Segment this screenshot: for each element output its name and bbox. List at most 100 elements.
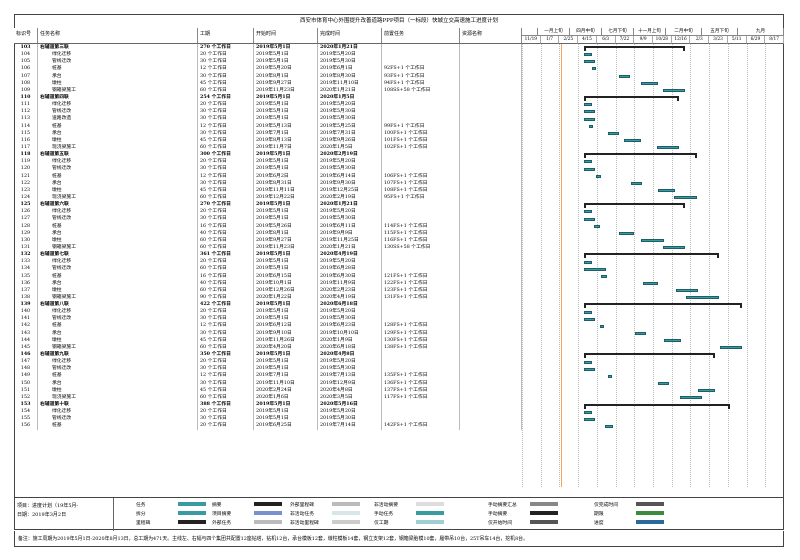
task-bar[interactable] xyxy=(584,317,596,321)
summary-bar[interactable] xyxy=(584,96,680,102)
table-row[interactable]: 155 管线迁改 30 个工作日 2019年5月1日 2019年5月30日 xyxy=(14,415,784,423)
table-row[interactable]: 116 墩柱 45 个工作日 2019年8月13日 2019年9月26日 101FS+1 … xyxy=(14,136,784,144)
col-header-id[interactable]: 标识号 xyxy=(14,28,38,44)
task-bar[interactable] xyxy=(584,167,596,171)
table-row[interactable]: 131 钢箱梁施工 60 个工作日 2019年11月23日 2020年1月21日 130S… xyxy=(14,243,784,252)
summary-bar[interactable] xyxy=(584,353,716,359)
table-row[interactable]: 153 右辅道第十联 388 个工作日 2019年5月1日 2020年5月16日 xyxy=(14,401,784,409)
table-row[interactable]: 136 承台 40 个工作日 2019年10月1日 2019年11月9日 122FS+1 … xyxy=(14,279,784,287)
task-bar[interactable] xyxy=(641,81,658,85)
table-row[interactable]: 120 管线迁改 30 个工作日 2019年5月1日 2019年5月30日 xyxy=(14,165,784,173)
table-row[interactable]: 156 桩基 20 个工作日 2019年6月25日 2019年7月14日 142FS+1 … xyxy=(14,422,784,430)
table-row[interactable]: 146 右辅道第九联 350 个工作日 2019年5月1日 2020年4月8日 xyxy=(14,351,784,359)
table-row[interactable]: 145 钢箱梁施工 60 个工作日 2020年4月20日 2020年6月18日 138FS… xyxy=(14,343,784,352)
table-row[interactable]: 106 桩基 12 个工作日 2019年5月20日 2019年6月1日 92FS+1 个工… xyxy=(14,65,784,73)
task-bar[interactable] xyxy=(607,131,619,135)
task-bar[interactable] xyxy=(593,224,600,228)
task-bar[interactable] xyxy=(641,239,664,243)
table-row[interactable]: 122 承台 30 个工作日 2019年8月31日 2019年9月30日 107FS+1 … xyxy=(14,179,784,187)
task-bar[interactable] xyxy=(662,246,686,250)
table-row[interactable]: 111 绿化迁移 20 个工作日 2019年5月1日 2019年5月20日 xyxy=(14,101,784,109)
table-row[interactable]: 125 右辅道第六联 270 个工作日 2019年5月1日 2020年1月21日 xyxy=(14,201,784,209)
summary-bar[interactable] xyxy=(584,253,720,259)
task-bar[interactable] xyxy=(584,160,592,164)
task-bar[interactable] xyxy=(584,103,592,107)
table-row[interactable]: 151 墩柱 45 个工作日 2020年2月24日 2020年4月8日 137FS+1 个… xyxy=(14,386,784,394)
table-row[interactable]: 152 现浇梁施工 60 个工作日 2020年1月6日 2020年3月5日 117FS+1… xyxy=(14,393,784,402)
table-row[interactable]: 115 承台 30 个工作日 2019年7月1日 2019年7月31日 100FS+1 个… xyxy=(14,129,784,137)
table-row[interactable]: 154 绿化迁移 20 个工作日 2019年5月1日 2019年5月20日 xyxy=(14,408,784,416)
table-row[interactable]: 124 现浇梁施工 60 个工作日 2019年12月22日 2020年2月19日 95FS… xyxy=(14,193,784,202)
table-row[interactable]: 134 管线迁改 60 个工作日 2019年5月1日 2019年6月28日 xyxy=(14,265,784,273)
task-bar[interactable] xyxy=(588,124,594,128)
table-row[interactable]: 117 现浇梁施工 60 个工作日 2019年11月7日 2020年1月5日 102FS+… xyxy=(14,143,784,152)
summary-bar[interactable] xyxy=(584,403,730,409)
task-bar[interactable] xyxy=(619,74,631,78)
table-row[interactable]: 126 绿化迁移 20 个工作日 2019年5月1日 2019年5月20日 xyxy=(14,208,784,216)
table-row[interactable]: 130 墩柱 60 个工作日 2019年9月27日 2019年11月25日 116FS+1… xyxy=(14,236,784,244)
table-row[interactable]: 139 右辅道第八联 422 个工作日 2019年5月1日 2020年6月18日 xyxy=(14,301,784,309)
task-bar[interactable] xyxy=(596,174,602,178)
task-bar[interactable] xyxy=(658,189,676,192)
task-bar[interactable] xyxy=(584,267,607,271)
table-row[interactable]: 149 桩基 12 个工作日 2019年7月1日 2019年7月13日 135FS+1 个… xyxy=(14,372,784,380)
table-row[interactable]: 128 桩基 16 个工作日 2019年5月26日 2019年6月11日 114FS+1 … xyxy=(14,222,784,230)
table-row[interactable]: 110 右辅道第四联 254 个工作日 2019年5月1日 2020年1月5日 xyxy=(14,93,784,102)
table-row[interactable]: 137 墩柱 60 个工作日 2019年12月26日 2020年2月23日 123FS+1… xyxy=(14,286,784,294)
table-row[interactable]: 112 管线迁改 30 个工作日 2019年5月1日 2019年5月30日 xyxy=(14,108,784,116)
task-bar[interactable] xyxy=(605,424,613,428)
table-row[interactable]: 132 右辅道第七联 361 个工作日 2019年5月1日 2020年4月19日 xyxy=(14,251,784,259)
table-row[interactable]: 142 桩基 12 个工作日 2019年6月12日 2019年6月23日 128FS+1 … xyxy=(14,322,784,330)
col-header-duration[interactable]: 工期 xyxy=(198,28,254,44)
table-row[interactable]: 123 墩柱 45 个工作日 2019年11月11日 2019年12月25日 108FS+… xyxy=(14,186,784,194)
table-row[interactable]: 140 绿化迁移 20 个工作日 2019年5月1日 2019年5月20日 xyxy=(14,308,784,316)
task-bar[interactable] xyxy=(584,60,596,64)
table-row[interactable]: 150 承台 30 个工作日 2019年11月10日 2019年12月9日 136FS+1… xyxy=(14,379,784,387)
task-bar[interactable] xyxy=(619,231,635,235)
table-row[interactable]: 138 钢箱梁施工 90 个工作日 2020年1月22日 2020年4月19日 131FS… xyxy=(14,293,784,302)
task-bar[interactable] xyxy=(642,281,658,285)
table-row[interactable]: 121 桩基 12 个工作日 2019年6月2日 2019年6月14日 106FS+1 个… xyxy=(14,172,784,180)
task-bar[interactable] xyxy=(584,360,592,364)
task-bar[interactable] xyxy=(685,296,720,300)
task-bar[interactable] xyxy=(675,289,699,293)
summary-bar[interactable] xyxy=(584,46,686,51)
task-bar[interactable] xyxy=(657,382,670,386)
table-row[interactable]: 109 钢箱梁施工 60 个工作日 2019年11月23日 2020年1月21日 108S… xyxy=(14,86,784,94)
task-bar[interactable] xyxy=(584,310,592,314)
col-header-start[interactable]: 开始时间 xyxy=(254,28,318,44)
task-bar[interactable] xyxy=(679,396,703,400)
summary-bar[interactable] xyxy=(584,153,697,159)
task-bar[interactable] xyxy=(674,196,697,200)
task-bar[interactable] xyxy=(656,146,680,150)
col-header-resources[interactable]: 资源名称 xyxy=(460,28,522,44)
task-bar[interactable] xyxy=(584,117,596,121)
summary-bar[interactable] xyxy=(584,203,686,209)
table-row[interactable]: 133 绿化迁移 20 个工作日 2019年5月1日 2019年5月20日 xyxy=(14,258,784,266)
table-row[interactable]: 135 桩基 16 个工作日 2019年6月15日 2019年6月30日 121FS+1 … xyxy=(14,272,784,280)
task-bar[interactable] xyxy=(600,324,605,328)
task-bar[interactable] xyxy=(591,67,597,71)
col-header-finish[interactable]: 完成时间 xyxy=(318,28,382,44)
task-bar[interactable] xyxy=(719,346,743,350)
table-row[interactable]: 144 墩柱 45 个工作日 2019年11月26日 2020年1月9日 130FS+1 … xyxy=(14,336,784,344)
task-bar[interactable] xyxy=(698,389,716,393)
table-row[interactable]: 108 墩柱 45 个工作日 2019年9月27日 2019年11月10日 94FS+1 … xyxy=(14,79,784,87)
task-bar[interactable] xyxy=(634,332,647,335)
task-bar[interactable] xyxy=(584,260,592,264)
task-bar[interactable] xyxy=(584,417,596,421)
table-row[interactable]: 119 绿化迁移 20 个工作日 2019年5月1日 2019年5月20日 xyxy=(14,158,784,166)
task-bar[interactable] xyxy=(584,110,596,114)
table-row[interactable]: 107 承台 30 个工作日 2019年8月1日 2019年8月30日 93FS+1 个工… xyxy=(14,72,784,80)
task-bar[interactable] xyxy=(623,138,641,142)
table-row[interactable]: 143 承台 30 个工作日 2019年9月10日 2019年10月10日 129FS+1… xyxy=(14,329,784,337)
table-row[interactable]: 148 管线迁改 30 个工作日 2019年5月1日 2019年5月30日 xyxy=(14,365,784,373)
table-row[interactable]: 105 管线迁改 30 个工作日 2019年5月1日 2019年5月30日 xyxy=(14,58,784,66)
col-header-name[interactable]: 任务名称 xyxy=(38,28,198,44)
task-bar[interactable] xyxy=(630,181,643,185)
table-row[interactable]: 118 右辅道第五联 300 个工作日 2019年5月1日 2020年2月19日 xyxy=(14,151,784,159)
col-header-predecessors[interactable]: 前置任务 xyxy=(382,28,460,44)
task-bar[interactable] xyxy=(662,88,686,92)
task-bar[interactable] xyxy=(584,53,592,57)
task-bar[interactable] xyxy=(664,339,681,343)
